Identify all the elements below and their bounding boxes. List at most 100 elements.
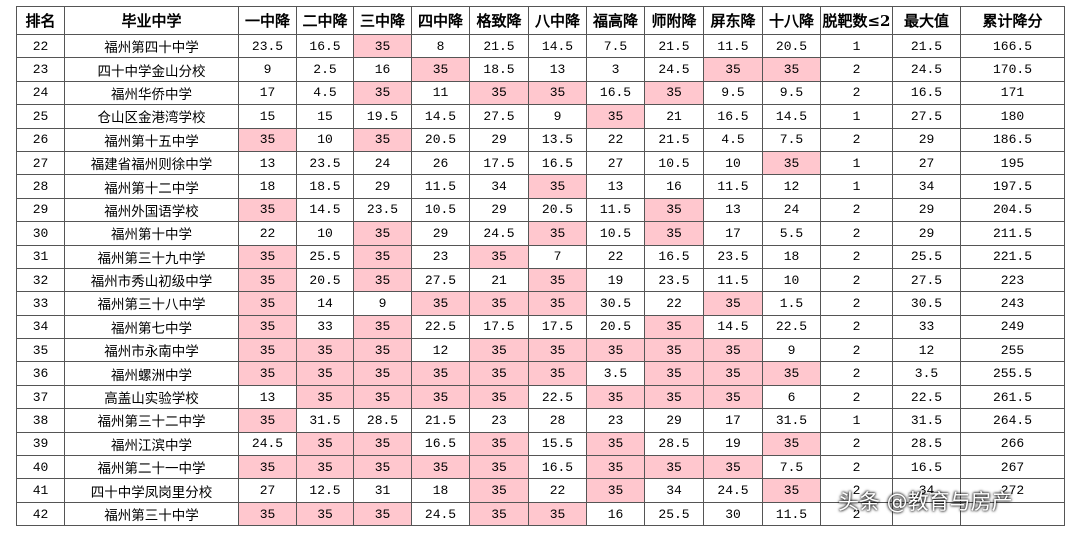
cell: 35 xyxy=(644,197,704,223)
cell: 35 xyxy=(411,291,470,316)
cell: 1 xyxy=(820,104,893,129)
school-name: 福州第三十九中学 xyxy=(64,244,239,269)
cell: 35 xyxy=(353,501,412,527)
cell: 7.5 xyxy=(586,33,645,59)
cell: 20.5 xyxy=(586,314,645,340)
school-name: 福州华侨中学 xyxy=(64,80,239,106)
cell: 3.5 xyxy=(586,361,645,386)
cell: 2 xyxy=(820,127,893,152)
cell: 15 xyxy=(296,104,354,129)
cell: 35 xyxy=(528,501,587,527)
cell: 35 xyxy=(238,501,297,527)
watermark: 头条 @教育与房产 xyxy=(838,490,1013,514)
cell: 10.5 xyxy=(411,197,470,223)
table-row: 38 福州第三十二中学 35 31.5 28.5 21.5 23 28 23 29 17 31.5 1 3… xyxy=(16,408,1065,433)
cell: 9.5 xyxy=(703,80,763,106)
cell: 16 xyxy=(353,57,412,82)
cell: 27.5 xyxy=(469,104,529,129)
header-cell: 一中降 xyxy=(238,6,297,35)
cell: 35 xyxy=(296,384,354,410)
cell: 35 xyxy=(762,361,821,386)
cell: 35 xyxy=(528,338,587,363)
cell: 170.5 xyxy=(960,57,1065,82)
school-name: 福州第三十八中学 xyxy=(64,291,239,316)
school-name: 福州市秀山初级中学 xyxy=(64,267,239,293)
cell: 20.5 xyxy=(296,267,354,293)
cell: 35 xyxy=(353,33,412,59)
cell: 35 xyxy=(703,384,763,410)
cell: 33 xyxy=(892,314,961,340)
cell: 35 xyxy=(586,431,645,457)
cell: 24.5 xyxy=(411,501,470,527)
cell: 249 xyxy=(960,314,1065,340)
cell: 35 xyxy=(528,361,587,386)
cell: 23 xyxy=(469,408,529,433)
cell: 35 xyxy=(238,361,297,386)
table-row: 39 福州江滨中学 24.5 35 35 16.5 35 15.5 35 28.5 19 35 2 28.… xyxy=(16,431,1065,457)
cell: 180 xyxy=(960,104,1065,129)
cell: 10.5 xyxy=(586,221,645,246)
school-name: 仓山区金港湾学校 xyxy=(64,104,239,129)
cell: 21 xyxy=(644,104,704,129)
cell: 211.5 xyxy=(960,221,1065,246)
header-cell: 最大值 xyxy=(892,6,961,35)
cell: 27 xyxy=(16,150,65,176)
cell: 16.5 xyxy=(892,455,961,480)
cell: 10 xyxy=(703,150,763,176)
school-name: 四十中学金山分校 xyxy=(64,57,239,82)
cell: 35 xyxy=(296,501,354,527)
school-name: 福州江滨中学 xyxy=(64,431,239,457)
cell: 22 xyxy=(644,291,704,316)
table-row: 35 福州市永南中学 35 35 35 12 35 35 35 35 35 9 2 12 255 xyxy=(16,338,1065,363)
cell: 19.5 xyxy=(353,104,412,129)
cell: 35 xyxy=(762,431,821,457)
header-cell: 四中降 xyxy=(411,6,470,35)
cell: 1 xyxy=(820,150,893,176)
cell: 25 xyxy=(16,104,65,129)
cell: 23 xyxy=(586,408,645,433)
cell: 35 xyxy=(703,291,763,316)
cell: 2 xyxy=(820,267,893,293)
cell: 35 xyxy=(238,338,297,363)
cell: 25.5 xyxy=(892,244,961,269)
school-name: 福州外国语学校 xyxy=(64,197,239,223)
cell: 35 xyxy=(353,267,412,293)
cell: 26 xyxy=(16,127,65,152)
cell: 11.5 xyxy=(703,33,763,59)
cell: 18.5 xyxy=(469,57,529,82)
cell: 22.5 xyxy=(892,384,961,410)
cell: 23 xyxy=(411,244,470,269)
cell: 7.5 xyxy=(762,455,821,480)
cell: 18 xyxy=(411,478,470,503)
cell: 28.5 xyxy=(353,408,412,433)
cell: 35 xyxy=(586,478,645,503)
cell: 19 xyxy=(703,431,763,457)
cell: 35 xyxy=(586,338,645,363)
cell: 166.5 xyxy=(960,33,1065,59)
cell: 27.5 xyxy=(892,104,961,129)
cell: 35 xyxy=(238,267,297,293)
cell: 34 xyxy=(16,314,65,340)
cell: 17.5 xyxy=(528,314,587,340)
cell: 2 xyxy=(820,478,893,503)
cell: 22.5 xyxy=(762,314,821,340)
cell: 31.5 xyxy=(892,408,961,433)
cell: 2 xyxy=(820,338,893,363)
table-row: 27 福建省福州则徐中学 13 23.5 24 26 17.5 16.5 27 10.5 10 35 1… xyxy=(16,150,1065,176)
cell: 35 xyxy=(353,80,412,106)
cell: 35 xyxy=(353,431,412,457)
cell: 13 xyxy=(586,174,645,199)
cell: 23 xyxy=(16,57,65,82)
cell: 35 xyxy=(528,80,587,106)
table-row: 23 四十中学金山分校 9 2.5 16 35 18.5 13 3 24.5 35 35 2 24.5 17… xyxy=(16,57,1065,82)
header-cell: 排名 xyxy=(16,6,65,35)
table-row: 33 福州第三十八中学 35 14 9 35 35 35 30.5 22 35 1.5 2 30.5 243 xyxy=(16,291,1065,316)
cell: 2 xyxy=(820,384,893,410)
cell: 35 xyxy=(411,361,470,386)
cell: 34 xyxy=(644,478,704,503)
table-row: 25 仓山区金港湾学校 15 15 19.5 14.5 27.5 9 35 21 16.5 14.5 1… xyxy=(16,104,1065,129)
cell: 29 xyxy=(16,197,65,223)
cell: 35 xyxy=(238,197,297,223)
cell: 35 xyxy=(644,455,704,480)
cell: 35 xyxy=(703,57,763,82)
